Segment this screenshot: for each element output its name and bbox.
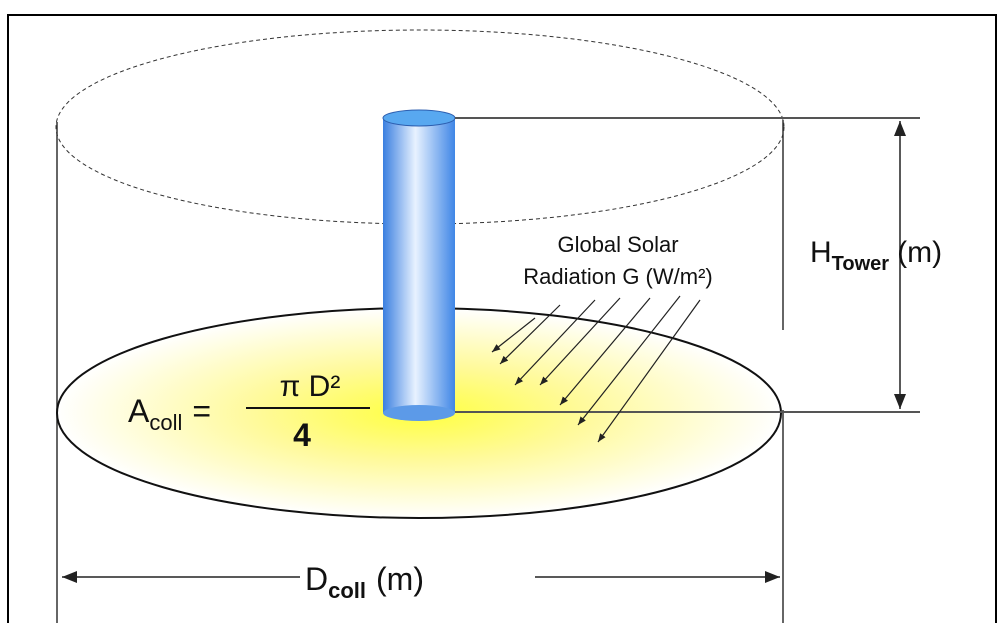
radiation-arrows [491,295,701,443]
subscript: coll [149,410,182,435]
numerator: π D² [280,370,341,403]
area-label: Acoll = [128,393,211,435]
symbol: H [810,236,832,269]
frame [7,14,997,623]
unit: (m) [897,236,942,269]
radiation-label: Global Solar [557,232,678,257]
symbol: A [128,393,150,429]
equals: = [192,393,211,429]
subscript: coll [328,578,366,603]
height-label: HTower (m) [810,236,942,275]
tower [383,118,455,413]
tower-top [382,109,456,127]
denominator: 4 [293,417,311,453]
subscript: Tower [832,253,890,275]
tower-base [383,405,455,421]
symbol: D [305,561,328,597]
unit: (m) [376,561,424,597]
radiation-label: Radiation G (W/m²) [523,264,712,289]
diameter-label: Dcoll (m) [305,561,424,603]
